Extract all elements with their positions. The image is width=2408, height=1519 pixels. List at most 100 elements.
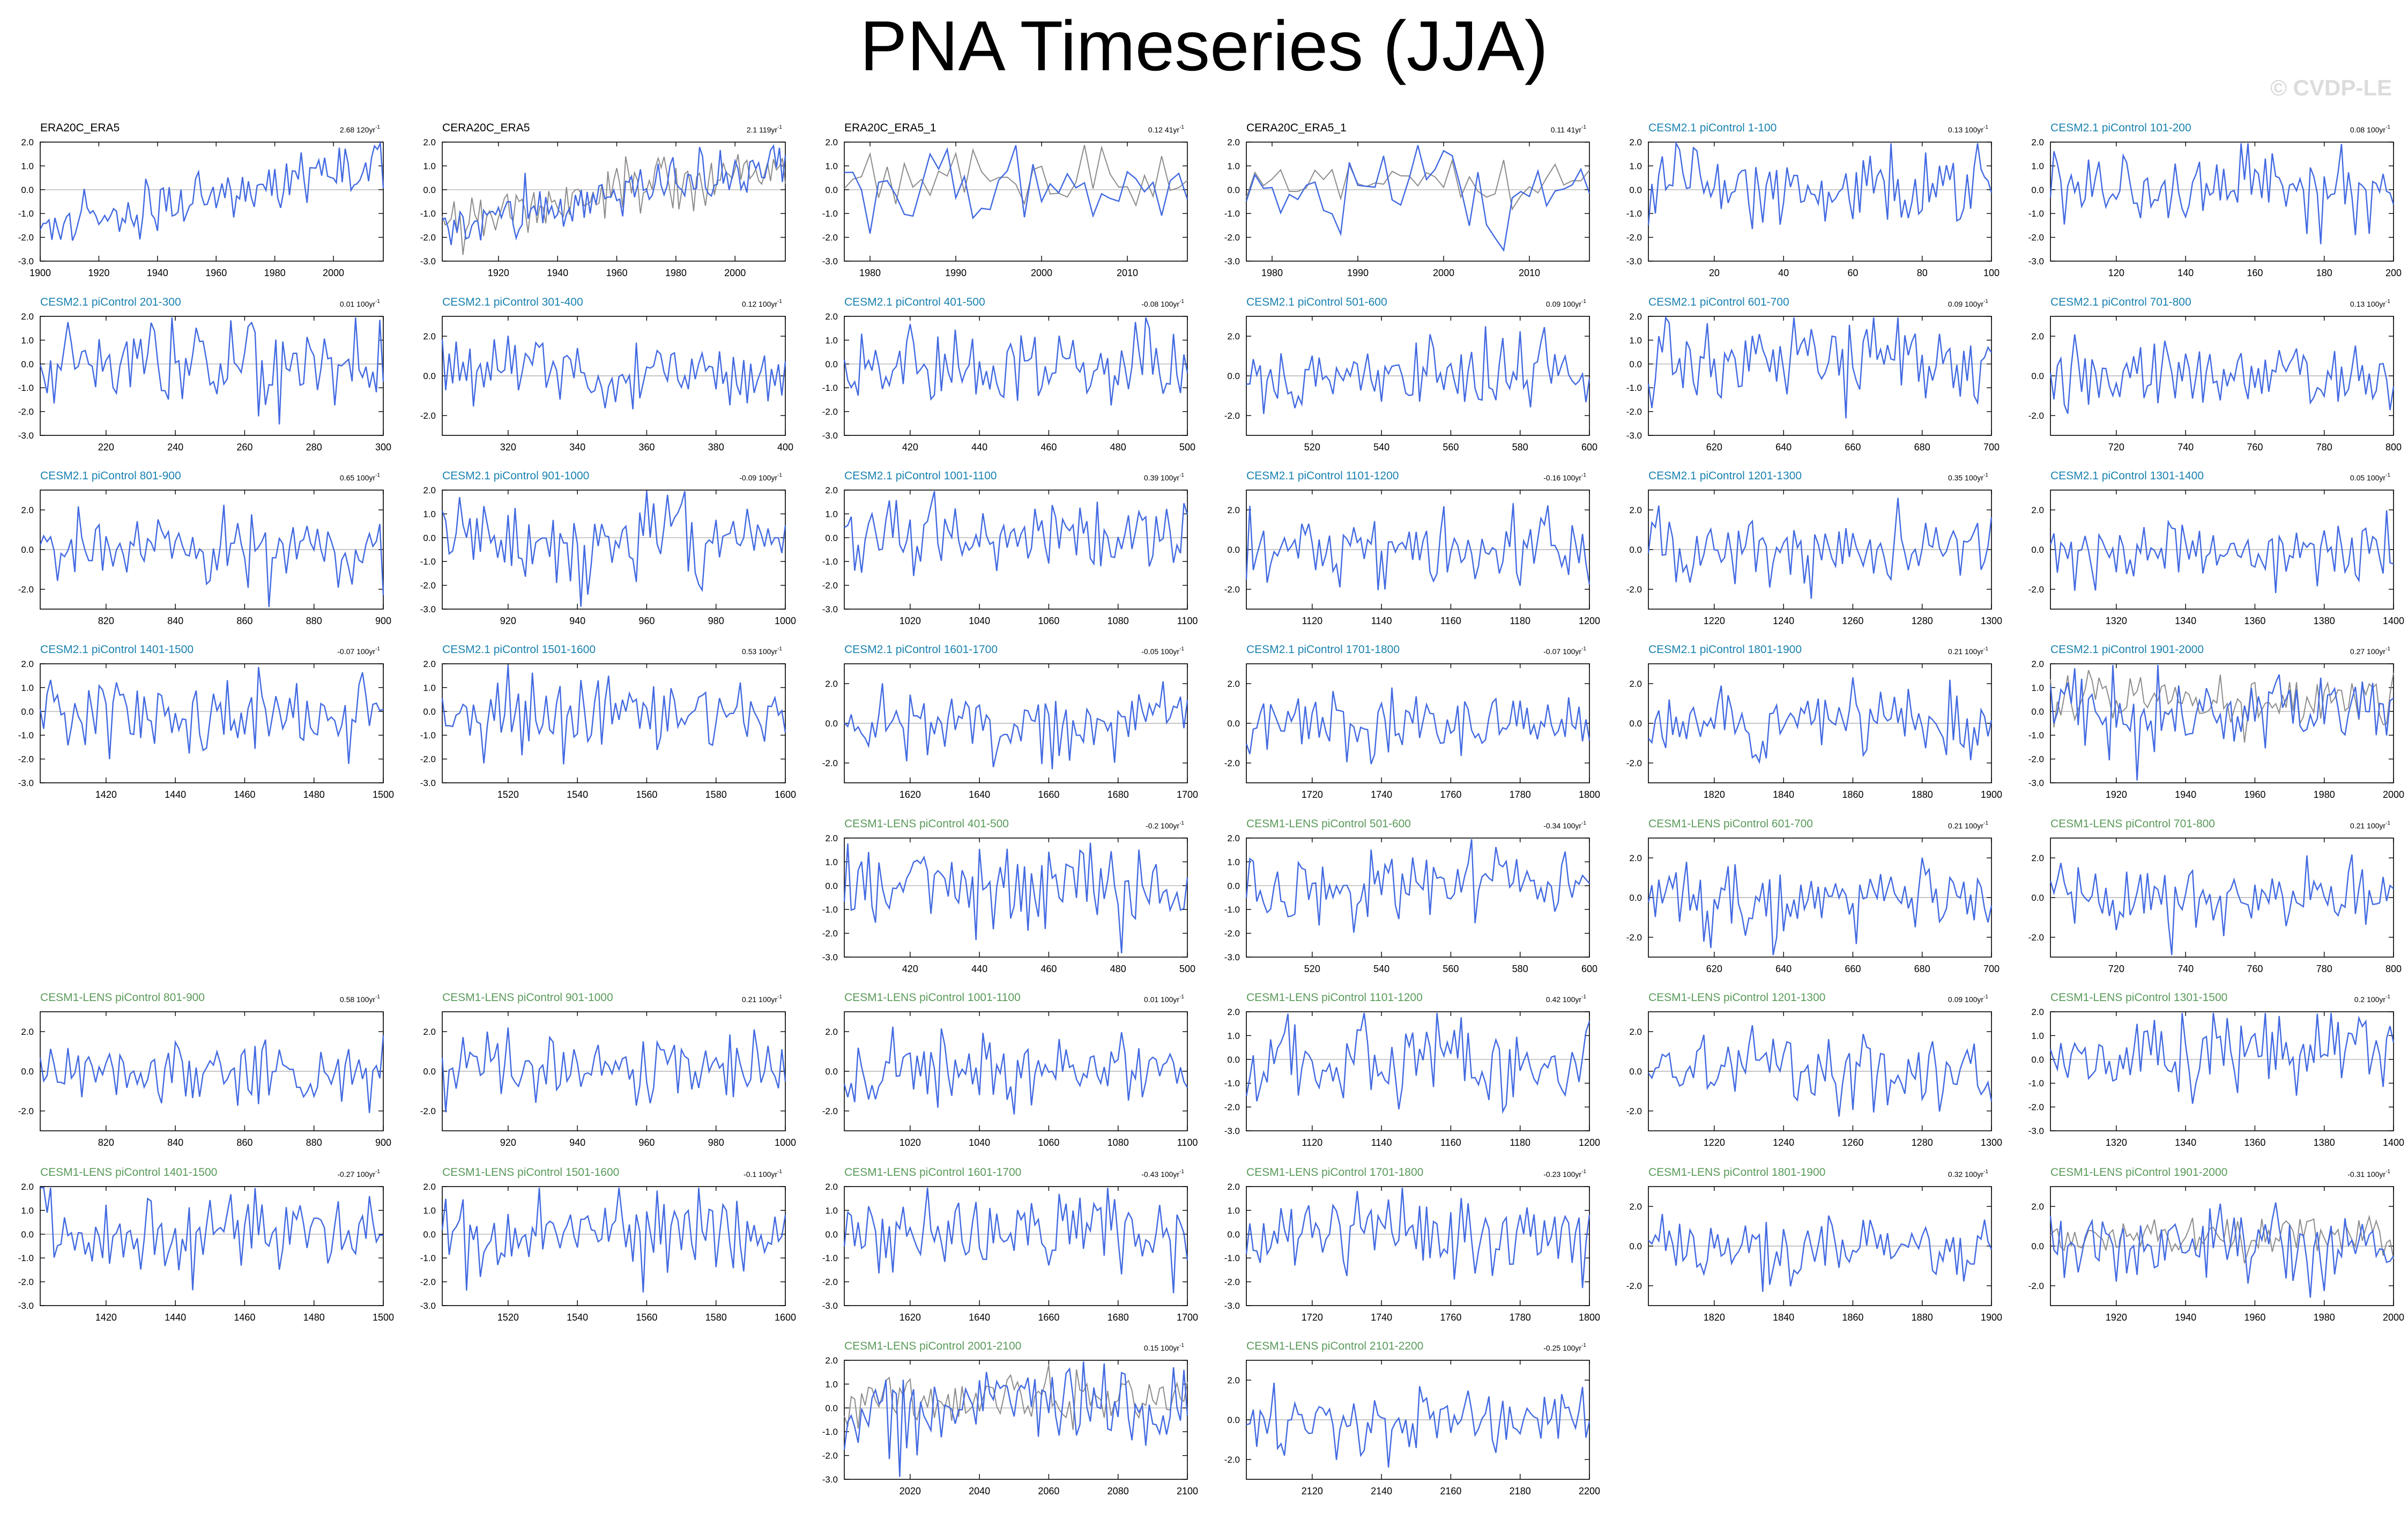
timeseries-panel: ERA20C_ERA5_1 0.12 41yr-1 2.0 1.0 0.0 -1.0 -2.… [822,122,1188,278]
y-tick-label: -3.0 [420,256,436,266]
x-tick-label: 800 [2385,442,2402,453]
y-tick-label: -2.0 [420,1106,436,1116]
trend-label: 0.58 100yr-1 [340,994,381,1004]
trend-label: 0.08 100yr-1 [2350,124,2391,134]
panel-title: CESM2.1 piControl 901-1000 [442,470,589,482]
timeseries-panel: CESM1-LENS piControl 1301-1500 0.2 100yr-… [2028,991,2404,1148]
y-tick-label: 1.0 [825,1205,838,1216]
y-tick-label: -2.0 [1626,1106,1642,1116]
y-tick-label: 2.0 [21,505,34,515]
trend-label: -0.05 100yr-1 [1141,646,1184,656]
y-tick-label: -1.0 [2028,730,2044,740]
y-tick-label: -2.0 [2028,1281,2044,1291]
plot-frame [40,663,384,783]
pna-series-line [843,317,1188,406]
y-tick-label: 2.0 [423,137,436,147]
x-tick-label: 1520 [497,789,519,800]
trend-label: 0.35 100yr-1 [1948,472,1989,482]
y-tick-label: -2.0 [822,407,838,417]
pna-series-line [1648,677,1993,765]
y-tick-label: 0.0 [825,1066,838,1077]
y-tick-label: 2.0 [21,659,34,669]
y-tick-label: 2.0 [2031,1007,2044,1017]
x-tick-label: 340 [569,442,585,453]
x-tick-label: 1280 [1912,616,1933,626]
y-tick-label: -1.0 [2028,1078,2044,1088]
pna-series-line [441,491,786,607]
x-tick-label: 360 [638,442,655,453]
timeseries-panel: CESM2.1 piControl 1101-1200 -0.16 100yr-1… [1224,470,1600,626]
plot-frame [1246,142,1590,262]
x-tick-label: 1880 [1912,789,1933,800]
x-tick-label: 1020 [900,616,921,626]
x-tick-label: 1920 [2106,789,2127,800]
panel-title: CERA20C_ERA5 [442,122,530,134]
x-tick-label: 1980 [665,268,687,278]
y-tick-label: 2.0 [1629,312,1642,322]
y-tick-label: -2.0 [822,1106,838,1116]
y-tick-label: 0.0 [1227,1415,1240,1425]
timeseries-panel: CESM2.1 piControl 1401-1500 -0.07 100yr-1… [18,643,394,800]
plot-frame [442,142,786,262]
pna-series-line [1647,857,1993,955]
y-tick-label: 2.0 [2031,659,2044,669]
x-tick-label: 840 [167,1137,183,1148]
x-tick-label: 1100 [1177,1137,1198,1148]
y-tick-label: 1.0 [2031,161,2044,171]
trend-label: 0.01 100yr-1 [340,299,381,308]
x-tick-label: 1940 [2175,789,2196,800]
y-tick-label: 1.0 [1629,335,1642,345]
panel-title: CESM2.1 piControl 501-600 [1246,296,1387,308]
pna-series-line [39,505,384,607]
y-tick-label: 0.0 [1227,881,1240,891]
pna-series-line [2049,510,2394,594]
x-tick-label: 1680 [1108,789,1129,800]
obs-series-line [2050,1214,2394,1264]
y-tick-label: 1.0 [2031,1031,2044,1041]
timeseries-panel: CESM2.1 piControl 801-900 0.65 100yr-1 2.0… [18,470,391,626]
y-tick-label: -2.0 [2028,932,2044,943]
timeseries-panel: CESM1-LENS piControl 1101-1200 0.42 100yr… [1224,991,1600,1148]
timeseries-panel: CESM2.1 piControl 1201-1300 0.35 100yr-1 2… [1626,470,2002,626]
pna-series-line [1648,1214,1993,1292]
x-tick-label: 1580 [705,789,727,800]
x-tick-label: 1640 [969,1312,990,1323]
trend-label: 0.42 100yr-1 [1546,994,1587,1004]
x-tick-label: 1740 [1371,789,1392,800]
x-tick-label: 960 [638,616,655,626]
x-tick-label: 500 [1179,442,1195,453]
timeseries-panel: CESM1-LENS piControl 701-800 0.21 100yr-1… [2028,818,2402,974]
y-tick-label: 1.0 [825,509,838,519]
pna-series-line [843,842,1188,954]
panel-title: CESM1-LENS piControl 1201-1300 [1648,991,1825,1004]
trend-label: -0.31 100yr-1 [2347,1169,2390,1179]
x-tick-label: 1480 [303,789,325,800]
y-tick-label: 0.0 [21,707,34,717]
y-tick-label: 2.0 [423,659,436,669]
pna-series-line [1245,839,1590,933]
y-tick-label: 0.0 [825,718,838,729]
y-tick-label: -1.0 [822,383,838,393]
pna-series-line [1245,1012,1591,1114]
y-tick-label: -2.0 [420,754,436,765]
x-tick-label: 620 [1706,964,1722,974]
x-tick-label: 860 [236,616,252,626]
x-tick-label: 1000 [775,1137,796,1148]
obs-series-line [844,145,1188,207]
x-tick-label: 1800 [1579,789,1600,800]
y-tick-label: -1.0 [1224,905,1240,915]
x-tick-label: 1880 [1912,1312,1933,1323]
panel-title: CESM1-LENS piControl 1301-1500 [2050,991,2227,1004]
y-tick-label: 2.0 [2031,505,2044,515]
y-tick-label: 1.0 [423,1205,436,1216]
y-tick-label: 2.0 [825,679,838,689]
pna-series-line [442,144,786,246]
y-tick-label: -2.0 [822,581,838,591]
y-tick-label: 2.0 [1227,679,1240,689]
x-tick-label: 1780 [1510,1312,1531,1323]
y-tick-label: -2.0 [2028,1102,2044,1113]
timeseries-panel: CESM1-LENS piControl 1901-2000 -0.31 100y… [2028,1166,2404,1323]
x-tick-label: 1380 [2314,616,2335,626]
x-tick-label: 380 [708,442,724,453]
y-tick-label: 0.0 [2031,893,2044,903]
